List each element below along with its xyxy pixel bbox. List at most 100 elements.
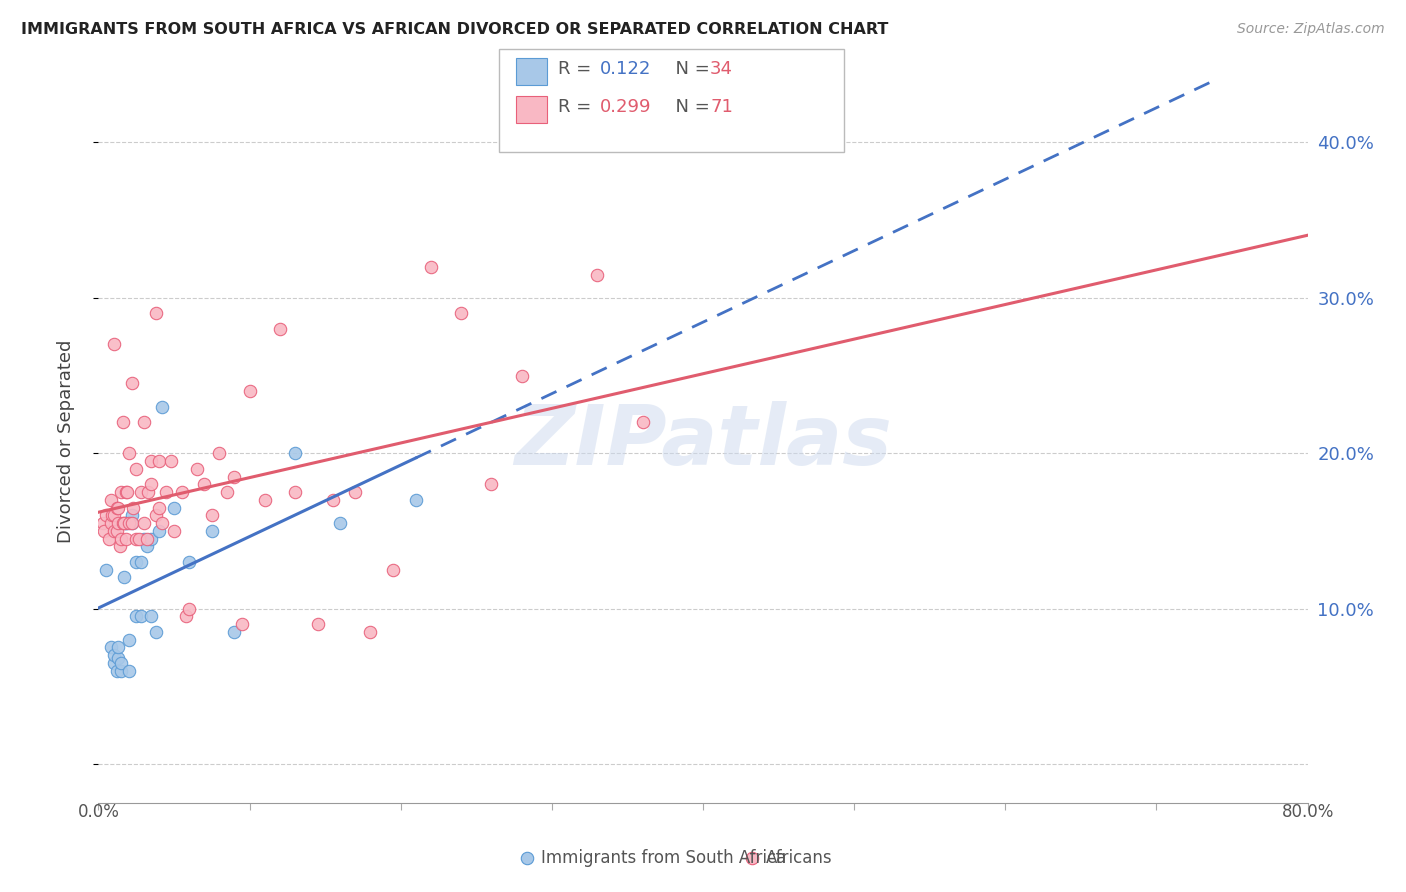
Point [129, 485, 152, 500]
Point [111, 516, 134, 530]
Point [121, 376, 143, 391]
Point [224, 469, 246, 483]
Text: Africans: Africans [766, 849, 832, 867]
Point [103, 648, 125, 663]
Point [91, 516, 114, 530]
Point [141, 477, 163, 491]
Point [201, 508, 224, 523]
Point [118, 516, 141, 530]
Point [114, 516, 136, 530]
Point [382, 563, 405, 577]
Point [94, 508, 117, 523]
Point [148, 500, 170, 515]
Point [107, 516, 129, 530]
Point [100, 516, 122, 530]
Point [114, 485, 136, 500]
Point [108, 540, 131, 554]
Text: N =: N = [664, 98, 716, 116]
Point [145, 624, 167, 639]
Point [128, 532, 150, 546]
Point [269, 322, 291, 336]
Text: ZIPatlas: ZIPatlas [515, 401, 891, 482]
Point [111, 415, 134, 429]
Point [125, 461, 148, 475]
Point [155, 485, 177, 500]
Point [121, 516, 143, 530]
Point [103, 337, 125, 351]
Point [170, 485, 193, 500]
Point [201, 524, 224, 538]
Point [141, 454, 163, 468]
Point [107, 500, 129, 515]
Point [510, 368, 533, 383]
Point [148, 524, 170, 538]
Point [107, 651, 129, 665]
Point [122, 500, 145, 515]
Text: R =: R = [558, 98, 598, 116]
Point [481, 477, 503, 491]
Point [163, 500, 186, 515]
Point [118, 446, 141, 460]
Text: N =: N = [664, 60, 716, 78]
Point [322, 492, 344, 507]
Point [450, 306, 472, 320]
Point [103, 656, 125, 670]
Point [145, 306, 167, 320]
Text: 0.299: 0.299 [600, 98, 652, 116]
Point [420, 260, 443, 274]
Point [105, 500, 128, 515]
Point [208, 446, 231, 460]
Point [105, 664, 128, 678]
Point [112, 570, 135, 584]
Point [141, 532, 163, 546]
Point [103, 508, 125, 523]
Point [98, 532, 121, 546]
Point [150, 400, 173, 414]
Point [125, 532, 148, 546]
Text: 71: 71 [710, 98, 733, 116]
Point [360, 624, 382, 639]
Point [329, 516, 352, 530]
Text: 80.0%: 80.0% [1281, 803, 1334, 821]
Text: Source: ZipAtlas.com: Source: ZipAtlas.com [1237, 22, 1385, 37]
Text: 0.0%: 0.0% [77, 803, 120, 821]
Point [115, 485, 138, 500]
Point [107, 640, 129, 655]
Point [239, 384, 262, 398]
Point [132, 516, 155, 530]
Point [145, 508, 167, 523]
Point [118, 632, 141, 647]
Point [135, 532, 157, 546]
Point [112, 516, 135, 530]
Point [148, 454, 170, 468]
Point [129, 555, 152, 569]
Point [136, 485, 159, 500]
Point [586, 268, 609, 282]
Point [284, 446, 307, 460]
Point [741, 851, 763, 865]
Point [224, 624, 246, 639]
Point [186, 461, 208, 475]
Point [110, 656, 132, 670]
Point [631, 415, 654, 429]
Point [103, 524, 125, 538]
Point [193, 477, 215, 491]
Point [150, 516, 173, 530]
Point [179, 555, 201, 569]
Point [307, 617, 329, 632]
Text: 0.122: 0.122 [600, 60, 652, 78]
Point [405, 492, 427, 507]
Point [344, 485, 367, 500]
Y-axis label: Divorced or Separated: Divorced or Separated [56, 340, 75, 543]
Point [110, 485, 132, 500]
Point [135, 540, 157, 554]
Point [110, 532, 132, 546]
Point [284, 485, 307, 500]
Text: IMMIGRANTS FROM SOUTH AFRICA VS AFRICAN DIVORCED OR SEPARATED CORRELATION CHART: IMMIGRANTS FROM SOUTH AFRICA VS AFRICAN … [21, 22, 889, 37]
Text: R =: R = [558, 60, 598, 78]
Point [125, 609, 148, 624]
Text: 34: 34 [710, 60, 733, 78]
Point [121, 508, 143, 523]
Point [516, 851, 538, 865]
Point [118, 664, 141, 678]
